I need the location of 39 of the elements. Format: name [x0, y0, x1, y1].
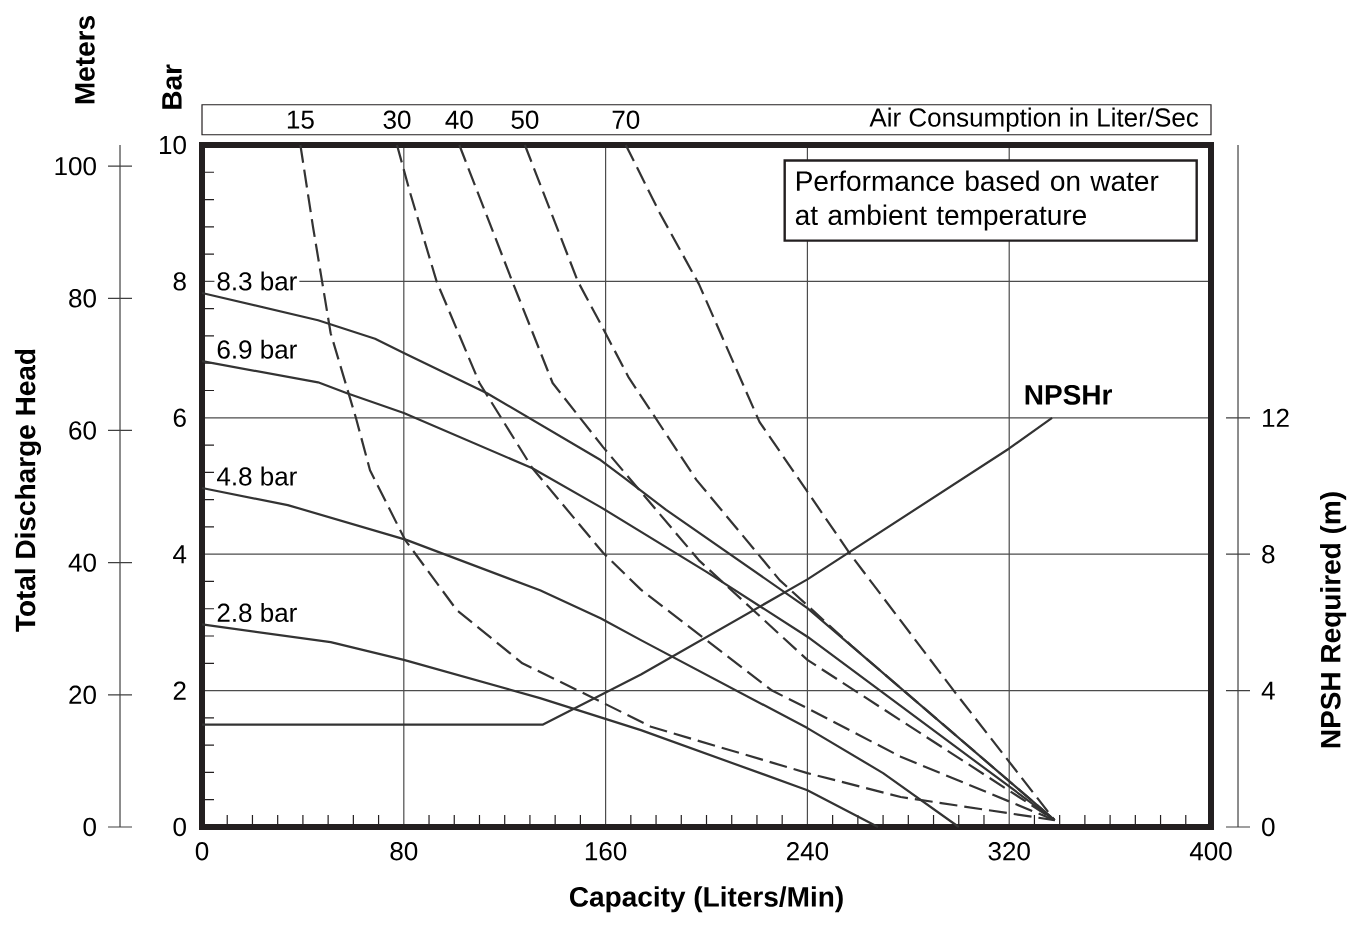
x-tick-label: 240	[787, 842, 829, 861]
series-label: 50	[511, 110, 539, 129]
x-tick-label: 0	[195, 842, 209, 861]
x-tick-label: 80	[390, 842, 418, 861]
y-tick-label: 2	[173, 681, 186, 700]
y-tick-label: 8	[173, 272, 186, 291]
y-axis-title: Bar	[162, 64, 182, 109]
y2-tick-label: 100	[55, 156, 96, 176]
y-tick-label: 4	[173, 545, 187, 564]
y2-tick-label: 80	[69, 289, 96, 308]
y3-tick-label: 8	[1262, 544, 1275, 564]
text: Total Discharge Head	[14, 349, 42, 632]
series-label: 70	[612, 110, 640, 129]
x-axis-title: Capacity (Liters/Min)	[569, 886, 843, 913]
text: Air Consumption in Liter/Sec	[869, 107, 1199, 132]
x-tick-label: 320	[988, 842, 1030, 861]
series-label: NPSHr	[1025, 384, 1113, 405]
x-tick-label: 160	[585, 842, 627, 861]
x-tick-label: 400	[1189, 842, 1232, 861]
y2-tick-label: 0	[83, 817, 96, 837]
series-label: 30	[383, 110, 411, 129]
series-label: 2.8 bar	[217, 602, 297, 623]
series-label: 4.8 bar	[217, 466, 297, 486]
y-tick-label: 6	[173, 408, 186, 427]
y2-tick-label: 20	[69, 685, 96, 705]
y2-axis-title: Meters	[75, 16, 95, 104]
y3-axis-title: NPSH Required (m)	[1320, 492, 1347, 748]
y2-tick-label: 40	[68, 553, 96, 572]
y3-tick-label: 0	[1262, 817, 1275, 837]
y2-tick-label: 60	[69, 421, 96, 440]
series-label: 15	[287, 110, 314, 129]
y-tick-label: 0	[173, 817, 186, 837]
y-tick-label: 10	[160, 135, 186, 155]
series-label: 6.9 bar	[217, 339, 297, 359]
series-label: 8.3 bar	[217, 271, 297, 291]
series-label: 40	[445, 110, 473, 129]
y3-tick-label: 12	[1263, 408, 1289, 427]
y3-tick-label: 4	[1261, 681, 1275, 700]
annotation: Performance based on water at ambient temperature	[795, 170, 1159, 231]
